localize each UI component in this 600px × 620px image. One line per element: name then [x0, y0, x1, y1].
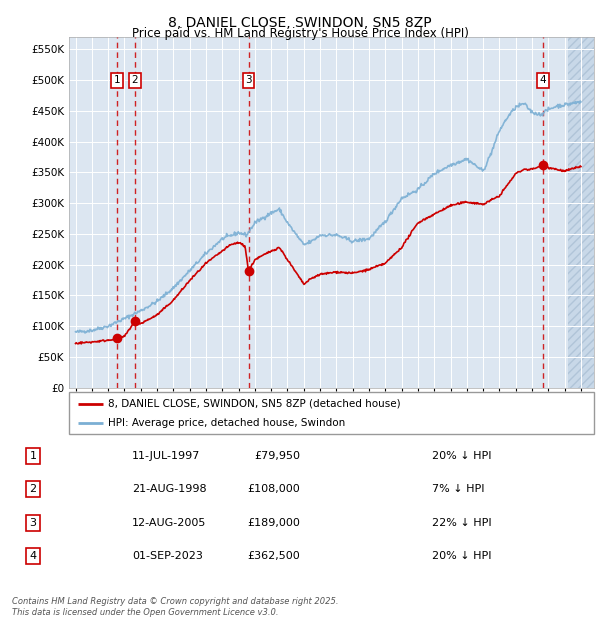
Text: 3: 3	[245, 75, 252, 85]
Text: £108,000: £108,000	[247, 484, 300, 494]
Text: 20% ↓ HPI: 20% ↓ HPI	[432, 551, 491, 561]
Text: 3: 3	[29, 518, 37, 528]
Text: 2: 2	[131, 75, 138, 85]
Text: £189,000: £189,000	[247, 518, 300, 528]
Bar	[568, 37, 594, 387]
Text: Contains HM Land Registry data © Crown copyright and database right 2025.
This d: Contains HM Land Registry data © Crown c…	[12, 598, 338, 617]
Text: 01-SEP-2023: 01-SEP-2023	[132, 551, 203, 561]
Text: 4: 4	[29, 551, 37, 561]
Text: 1: 1	[29, 451, 37, 461]
Text: 12-AUG-2005: 12-AUG-2005	[132, 518, 206, 528]
Text: 7% ↓ HPI: 7% ↓ HPI	[432, 484, 485, 494]
Text: 21-AUG-1998: 21-AUG-1998	[132, 484, 206, 494]
Text: Price paid vs. HM Land Registry's House Price Index (HPI): Price paid vs. HM Land Registry's House …	[131, 27, 469, 40]
Text: 2: 2	[29, 484, 37, 494]
Text: 4: 4	[539, 75, 546, 85]
Text: 11-JUL-1997: 11-JUL-1997	[132, 451, 200, 461]
Text: 8, DANIEL CLOSE, SWINDON, SN5 8ZP: 8, DANIEL CLOSE, SWINDON, SN5 8ZP	[168, 16, 432, 30]
Text: 1: 1	[113, 75, 120, 85]
Text: £362,500: £362,500	[247, 551, 300, 561]
Text: 8, DANIEL CLOSE, SWINDON, SN5 8ZP (detached house): 8, DANIEL CLOSE, SWINDON, SN5 8ZP (detac…	[109, 399, 401, 409]
Text: £79,950: £79,950	[254, 451, 300, 461]
Text: 20% ↓ HPI: 20% ↓ HPI	[432, 451, 491, 461]
Text: 22% ↓ HPI: 22% ↓ HPI	[432, 518, 491, 528]
Bar	[568, 37, 597, 387]
Text: HPI: Average price, detached house, Swindon: HPI: Average price, detached house, Swin…	[109, 418, 346, 428]
